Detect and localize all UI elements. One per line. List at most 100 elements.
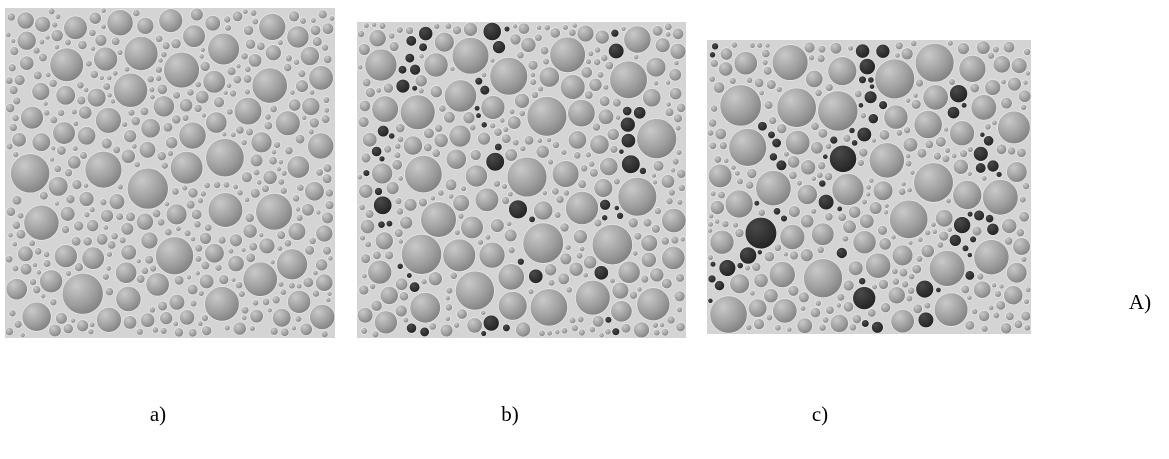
particle bbox=[911, 40, 917, 46]
particle bbox=[800, 249, 813, 262]
particle bbox=[490, 123, 496, 129]
particle bbox=[507, 191, 513, 197]
particle bbox=[243, 75, 252, 84]
particle bbox=[544, 24, 550, 30]
damaged-particle bbox=[918, 312, 934, 328]
particle bbox=[536, 145, 549, 158]
particle bbox=[396, 208, 403, 215]
particle bbox=[665, 31, 671, 37]
particle bbox=[678, 184, 685, 191]
particle bbox=[159, 9, 183, 33]
particle bbox=[652, 180, 657, 185]
particle bbox=[765, 43, 770, 48]
particle bbox=[103, 225, 109, 231]
particle bbox=[461, 186, 467, 192]
particle bbox=[174, 275, 184, 285]
particle bbox=[815, 300, 821, 306]
particle bbox=[243, 224, 257, 238]
particle bbox=[43, 260, 51, 268]
damaged-particle bbox=[503, 324, 511, 332]
particle bbox=[251, 132, 272, 153]
particle bbox=[568, 99, 595, 126]
particle bbox=[985, 124, 992, 131]
particle bbox=[708, 119, 716, 127]
particle bbox=[64, 169, 72, 177]
particle bbox=[32, 262, 37, 267]
particle bbox=[579, 246, 585, 252]
damaged-particle bbox=[517, 258, 524, 265]
particle bbox=[772, 45, 808, 81]
particle bbox=[54, 245, 77, 268]
particle bbox=[720, 85, 761, 126]
particle bbox=[58, 109, 65, 116]
particle bbox=[603, 84, 609, 90]
particle bbox=[923, 85, 948, 110]
damaged-particle bbox=[611, 29, 619, 37]
particle bbox=[293, 59, 299, 65]
particle bbox=[903, 137, 918, 152]
particle bbox=[722, 220, 729, 227]
particle bbox=[569, 317, 576, 324]
figure: a) b) c) A) bbox=[0, 0, 1169, 459]
particle bbox=[208, 193, 243, 228]
particle bbox=[1025, 71, 1030, 76]
particle bbox=[265, 45, 281, 61]
particle bbox=[246, 253, 256, 263]
particle bbox=[777, 124, 787, 134]
particle bbox=[124, 130, 137, 143]
particle bbox=[145, 255, 154, 264]
particle bbox=[895, 53, 901, 59]
particle bbox=[298, 70, 306, 78]
particle bbox=[502, 183, 508, 189]
particle bbox=[924, 302, 931, 309]
particle bbox=[245, 39, 255, 49]
particle bbox=[463, 112, 475, 124]
particle bbox=[818, 162, 826, 170]
particle bbox=[227, 67, 236, 76]
particle bbox=[205, 243, 225, 263]
particle bbox=[147, 75, 154, 82]
particle bbox=[548, 279, 555, 286]
particle bbox=[257, 42, 266, 51]
particle bbox=[174, 328, 183, 337]
particle bbox=[106, 266, 112, 272]
particle bbox=[512, 24, 517, 29]
particle bbox=[288, 99, 300, 111]
particle bbox=[309, 237, 316, 244]
particle bbox=[548, 159, 554, 165]
particle bbox=[446, 149, 466, 169]
particle bbox=[287, 26, 309, 48]
particle bbox=[285, 55, 292, 62]
particle bbox=[113, 73, 147, 107]
particle bbox=[950, 121, 975, 146]
particle bbox=[921, 244, 934, 257]
particle bbox=[1024, 324, 1031, 331]
particle bbox=[223, 90, 228, 95]
damaged-particle bbox=[406, 323, 416, 333]
particle bbox=[467, 318, 482, 333]
particle bbox=[48, 8, 55, 15]
particle bbox=[241, 315, 247, 321]
particle bbox=[669, 87, 681, 99]
particle bbox=[502, 197, 510, 205]
particle bbox=[49, 324, 62, 337]
particle bbox=[270, 327, 278, 335]
particle bbox=[372, 96, 399, 123]
damaged-particle bbox=[480, 85, 490, 95]
particle bbox=[566, 287, 572, 293]
particle bbox=[121, 222, 134, 235]
particle bbox=[552, 141, 559, 148]
particle bbox=[965, 320, 975, 330]
particle bbox=[302, 204, 315, 217]
particle bbox=[576, 252, 583, 259]
particle bbox=[653, 329, 660, 336]
particle bbox=[40, 293, 45, 298]
particle bbox=[90, 46, 95, 51]
particle bbox=[359, 204, 365, 210]
particle bbox=[979, 310, 990, 321]
particle bbox=[937, 241, 944, 248]
particle bbox=[905, 160, 912, 167]
particle bbox=[194, 104, 202, 112]
particle bbox=[931, 222, 937, 228]
damaged-particle bbox=[853, 287, 876, 310]
